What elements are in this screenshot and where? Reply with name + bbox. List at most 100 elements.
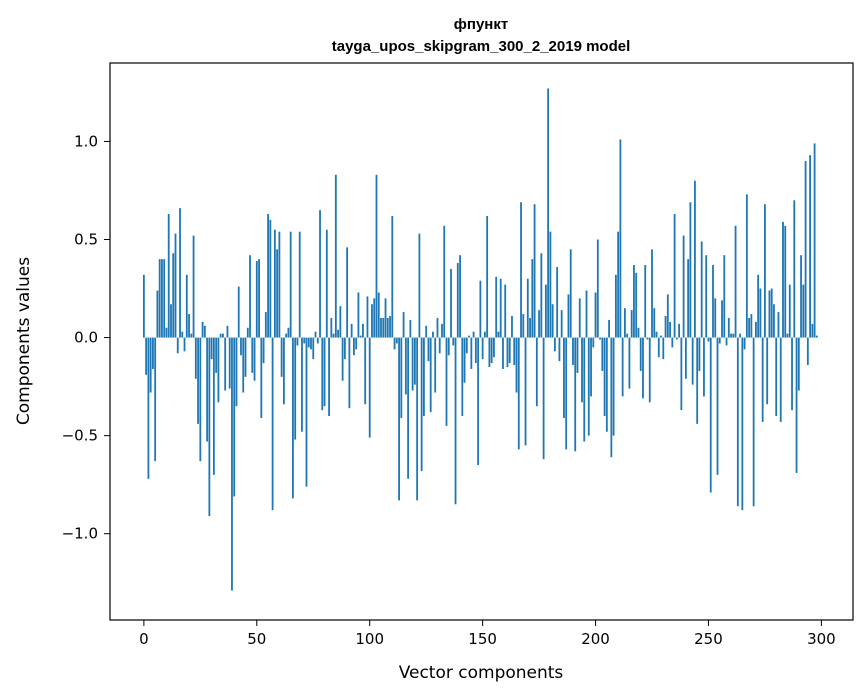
bar: [190, 333, 193, 338]
bar: [373, 298, 376, 338]
bar: [553, 337, 556, 352]
bar: [355, 337, 358, 350]
bar: [310, 337, 312, 350]
bar: [348, 337, 351, 409]
bar: [452, 337, 455, 346]
bar: [161, 259, 163, 338]
bar: [240, 337, 242, 356]
bar: [696, 337, 699, 424]
bar: [513, 337, 516, 366]
bar: [242, 337, 245, 393]
bar: [592, 337, 595, 348]
bar: [362, 323, 364, 338]
bar: [544, 284, 547, 338]
bar: [294, 337, 297, 440]
bar: [371, 304, 373, 338]
bar: [721, 300, 723, 338]
bar: [691, 337, 694, 385]
bar: [147, 337, 150, 479]
bar: [303, 337, 306, 344]
bar: [619, 139, 622, 338]
bar: [219, 333, 222, 338]
bar: [413, 337, 416, 385]
y-tick-label: 0.0: [74, 329, 98, 347]
y-tick-label: −1.0: [62, 525, 98, 543]
bar: [669, 321, 671, 338]
bar: [680, 337, 683, 411]
bar: [565, 337, 568, 450]
bar: [526, 278, 529, 338]
bar: [551, 304, 554, 338]
bar: [752, 337, 755, 507]
bar: [343, 337, 346, 360]
bar: [572, 337, 574, 366]
bar: [782, 221, 784, 338]
bar: [393, 337, 396, 350]
bar: [201, 321, 204, 338]
bar: [301, 337, 303, 432]
bar: [477, 337, 480, 466]
bar: [325, 229, 328, 338]
bar: [330, 317, 333, 338]
bar: [687, 259, 690, 338]
plot-frame: [109, 62, 854, 621]
bar-series: [142, 88, 818, 591]
bar: [736, 337, 739, 507]
bar: [319, 210, 321, 338]
bar: [314, 331, 317, 338]
bar: [217, 337, 220, 403]
bar: [353, 337, 355, 356]
x-axis-ticks: 0 50 100 150 200 250 300: [139, 620, 836, 648]
bar: [581, 337, 583, 403]
bar: [497, 331, 500, 338]
bar: [262, 337, 265, 364]
bar: [682, 235, 685, 338]
bar: [328, 337, 330, 417]
bar: [429, 337, 432, 413]
bar: [474, 337, 477, 364]
bar: [231, 337, 233, 591]
bar: [529, 317, 531, 338]
bar: [206, 337, 209, 442]
bar: [411, 337, 414, 391]
bar: [540, 253, 543, 338]
bar: [395, 337, 398, 344]
bar: [800, 255, 802, 338]
bar: [438, 337, 441, 354]
bar: [779, 337, 782, 422]
bar: [732, 333, 735, 338]
x-tick-label: 250: [694, 630, 723, 648]
bar: [630, 310, 633, 338]
bar: [689, 202, 692, 338]
bar: [569, 249, 572, 338]
bar: [260, 337, 263, 418]
bar: [671, 337, 674, 348]
bar: [754, 321, 757, 338]
bar: [468, 335, 470, 338]
bar: [574, 337, 577, 452]
bar: [493, 337, 495, 358]
bar: [775, 337, 778, 417]
bar: [165, 327, 168, 338]
bar: [694, 180, 696, 338]
bar: [296, 337, 299, 346]
bar: [811, 323, 814, 338]
bar: [793, 200, 796, 338]
bar: [215, 337, 218, 373]
bar: [463, 337, 466, 383]
bar: [678, 323, 681, 338]
bar: [675, 337, 678, 340]
bar: [601, 337, 604, 371]
bar: [307, 337, 310, 348]
bar: [176, 337, 179, 354]
bar: [312, 337, 315, 360]
chart-subtitle: tayga_upos_skipgram_300_2_2019 model: [332, 38, 631, 55]
bar: [142, 274, 145, 338]
bar: [465, 337, 468, 354]
bar: [700, 241, 703, 338]
bar: [404, 337, 407, 395]
bar: [481, 337, 484, 360]
bar: [709, 337, 712, 493]
bar: [425, 325, 428, 338]
